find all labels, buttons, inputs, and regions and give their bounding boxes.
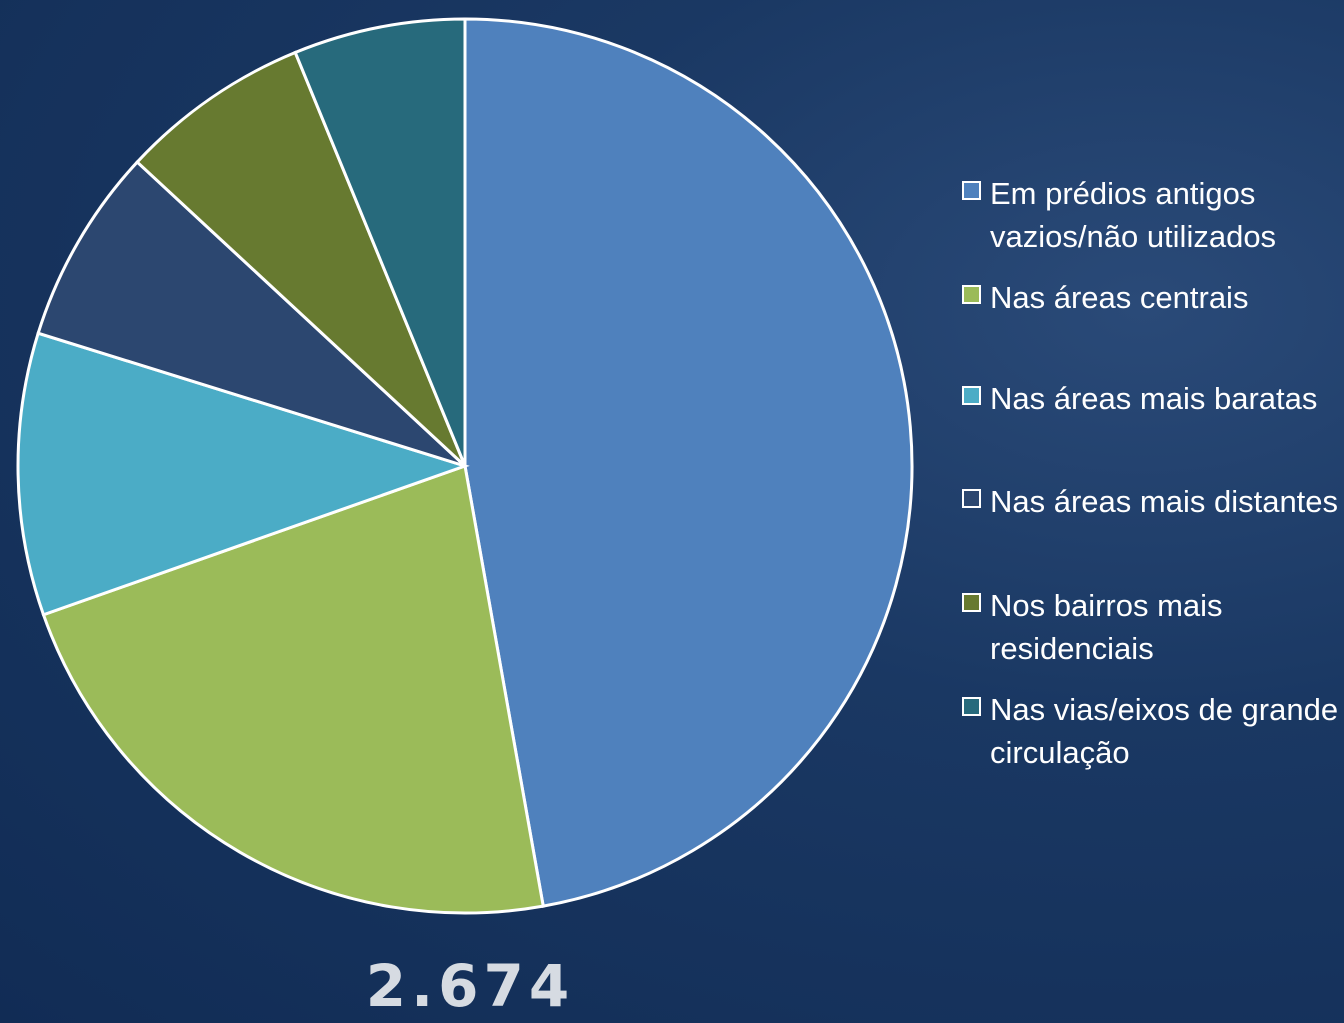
legend-item: Nas vias/eixos de grande circulação [962, 688, 1342, 774]
legend-item: Nas áreas centrais [962, 276, 1342, 319]
legend-label: Nas áreas mais baratas [990, 381, 1318, 416]
legend-swatch [962, 181, 981, 200]
legend-swatch [962, 697, 981, 716]
legend-label: Nas vias/eixos de grande circulação [990, 692, 1339, 770]
legend-label: Nas áreas mais distantes [990, 484, 1339, 519]
pie-slice [16, 331, 470, 617]
pie-slice [41, 463, 545, 915]
legend-item: Nas áreas mais baratas [962, 377, 1342, 420]
pie-slice [293, 17, 467, 467]
legend-label: Em prédios antigos vazios/não utilizados [990, 176, 1277, 254]
legend-item: Nas áreas mais distantes [962, 480, 1342, 523]
pie-slice [135, 50, 467, 468]
legend-item: Nos bairros mais residenciais [962, 584, 1342, 670]
legend-swatch [962, 285, 981, 304]
legend-label: Nos bairros mais residenciais [990, 588, 1223, 666]
total-label: 2.674 [365, 952, 575, 1020]
pie-slice [463, 17, 914, 908]
legend-item: Em prédios antigos vazios/não utilizados [962, 172, 1342, 258]
legend-swatch [962, 489, 981, 508]
legend-swatch [962, 386, 981, 405]
legend-swatch [962, 593, 981, 612]
pie-slice [36, 159, 467, 468]
legend-label: Nas áreas centrais [990, 280, 1249, 315]
